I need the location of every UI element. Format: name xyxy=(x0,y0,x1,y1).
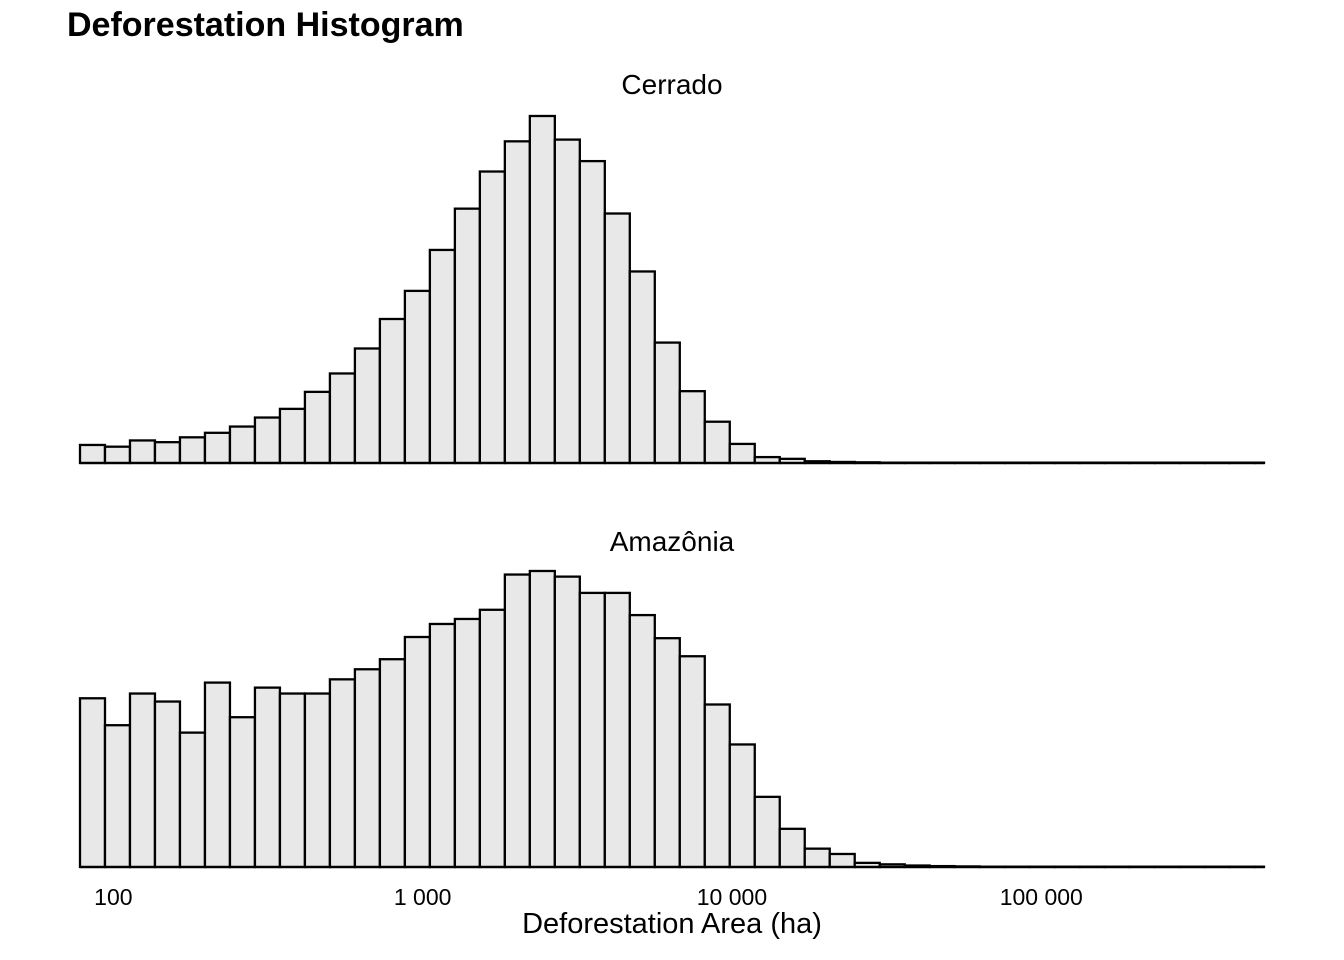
x-tick-label: 100 xyxy=(94,884,132,910)
cerrado-bar xyxy=(328,372,357,465)
cerrado-bar xyxy=(553,138,581,465)
cerrado-bar xyxy=(78,443,107,465)
x-axis-title: Deforestation Area (ha) xyxy=(522,908,822,940)
amazonia-bar xyxy=(278,692,307,869)
amazonia-bar xyxy=(303,692,332,869)
amazonia-bar xyxy=(178,731,207,869)
amazonia-bar xyxy=(328,678,357,869)
amazonia-bar xyxy=(403,635,432,869)
cerrado-bar xyxy=(403,289,432,465)
cerrado-bar xyxy=(503,140,531,465)
amazonia-bar xyxy=(228,716,257,869)
cerrado-bar xyxy=(278,407,307,465)
amazonia-bar xyxy=(128,692,157,869)
cerrado-bar xyxy=(303,390,332,465)
amazonia-bar xyxy=(453,617,482,869)
amazonia-bar xyxy=(728,743,756,869)
amazonia-bar xyxy=(103,724,132,869)
cerrado-bar xyxy=(228,425,257,465)
amazonia-bar xyxy=(653,637,681,869)
amazonia-bar xyxy=(703,703,731,869)
amazonia-bar xyxy=(553,575,581,869)
amazonia-bars xyxy=(78,569,1266,869)
amazonia-bar xyxy=(778,827,806,869)
panel-amazonia: Amazônia xyxy=(78,526,1266,869)
cerrado-bar xyxy=(478,170,506,465)
amazonia-bar xyxy=(578,591,606,869)
amazonia-bar xyxy=(678,655,706,869)
amazonia-bar xyxy=(803,847,831,869)
amazonia-bar xyxy=(628,613,656,869)
cerrado-bar xyxy=(153,441,182,465)
amazonia-bar xyxy=(153,700,182,869)
amazonia-bar xyxy=(828,852,856,869)
cerrado-bar xyxy=(703,420,731,465)
cerrado-bar xyxy=(678,390,706,465)
amazonia-bar xyxy=(428,622,457,869)
x-tick-label: 10 000 xyxy=(697,884,767,910)
amazonia-bar xyxy=(78,697,107,869)
panel-title-cerrado: Cerrado xyxy=(621,69,722,100)
cerrado-bar xyxy=(253,416,282,465)
chart-title: Deforestation Histogram xyxy=(67,6,464,44)
x-tick-label: 1 000 xyxy=(394,884,452,910)
panel-title-amazonia: Amazônia xyxy=(610,526,735,557)
cerrado-bar xyxy=(603,212,631,465)
panel-cerrado: Cerrado xyxy=(78,69,1266,465)
cerrado-bar xyxy=(203,431,232,465)
amazonia-bar xyxy=(528,569,556,869)
x-axis-ticks: 100 1 000 10 000 100 000 xyxy=(94,884,1083,910)
amazonia-bar xyxy=(503,573,531,869)
cerrado-bar xyxy=(103,445,132,465)
cerrado-bar xyxy=(178,436,207,465)
amazonia-bar xyxy=(603,591,631,869)
cerrado-bar xyxy=(353,347,382,465)
x-tick-label: 100 000 xyxy=(1000,884,1083,910)
amazonia-bar xyxy=(203,681,232,869)
cerrado-bars xyxy=(78,114,1266,465)
amazonia-bar xyxy=(253,686,282,869)
amazonia-bar xyxy=(353,668,382,869)
cerrado-bar xyxy=(378,317,407,465)
cerrado-bar xyxy=(128,439,157,465)
amazonia-bar xyxy=(478,608,506,869)
cerrado-bar xyxy=(578,159,606,465)
cerrado-bar xyxy=(453,207,482,465)
cerrado-bar xyxy=(528,114,556,465)
amazonia-bar xyxy=(378,658,407,869)
cerrado-bar xyxy=(728,442,756,465)
cerrado-bar xyxy=(628,270,656,465)
cerrado-bar xyxy=(653,341,681,465)
cerrado-bar xyxy=(428,248,457,465)
amazonia-bar xyxy=(753,795,781,869)
